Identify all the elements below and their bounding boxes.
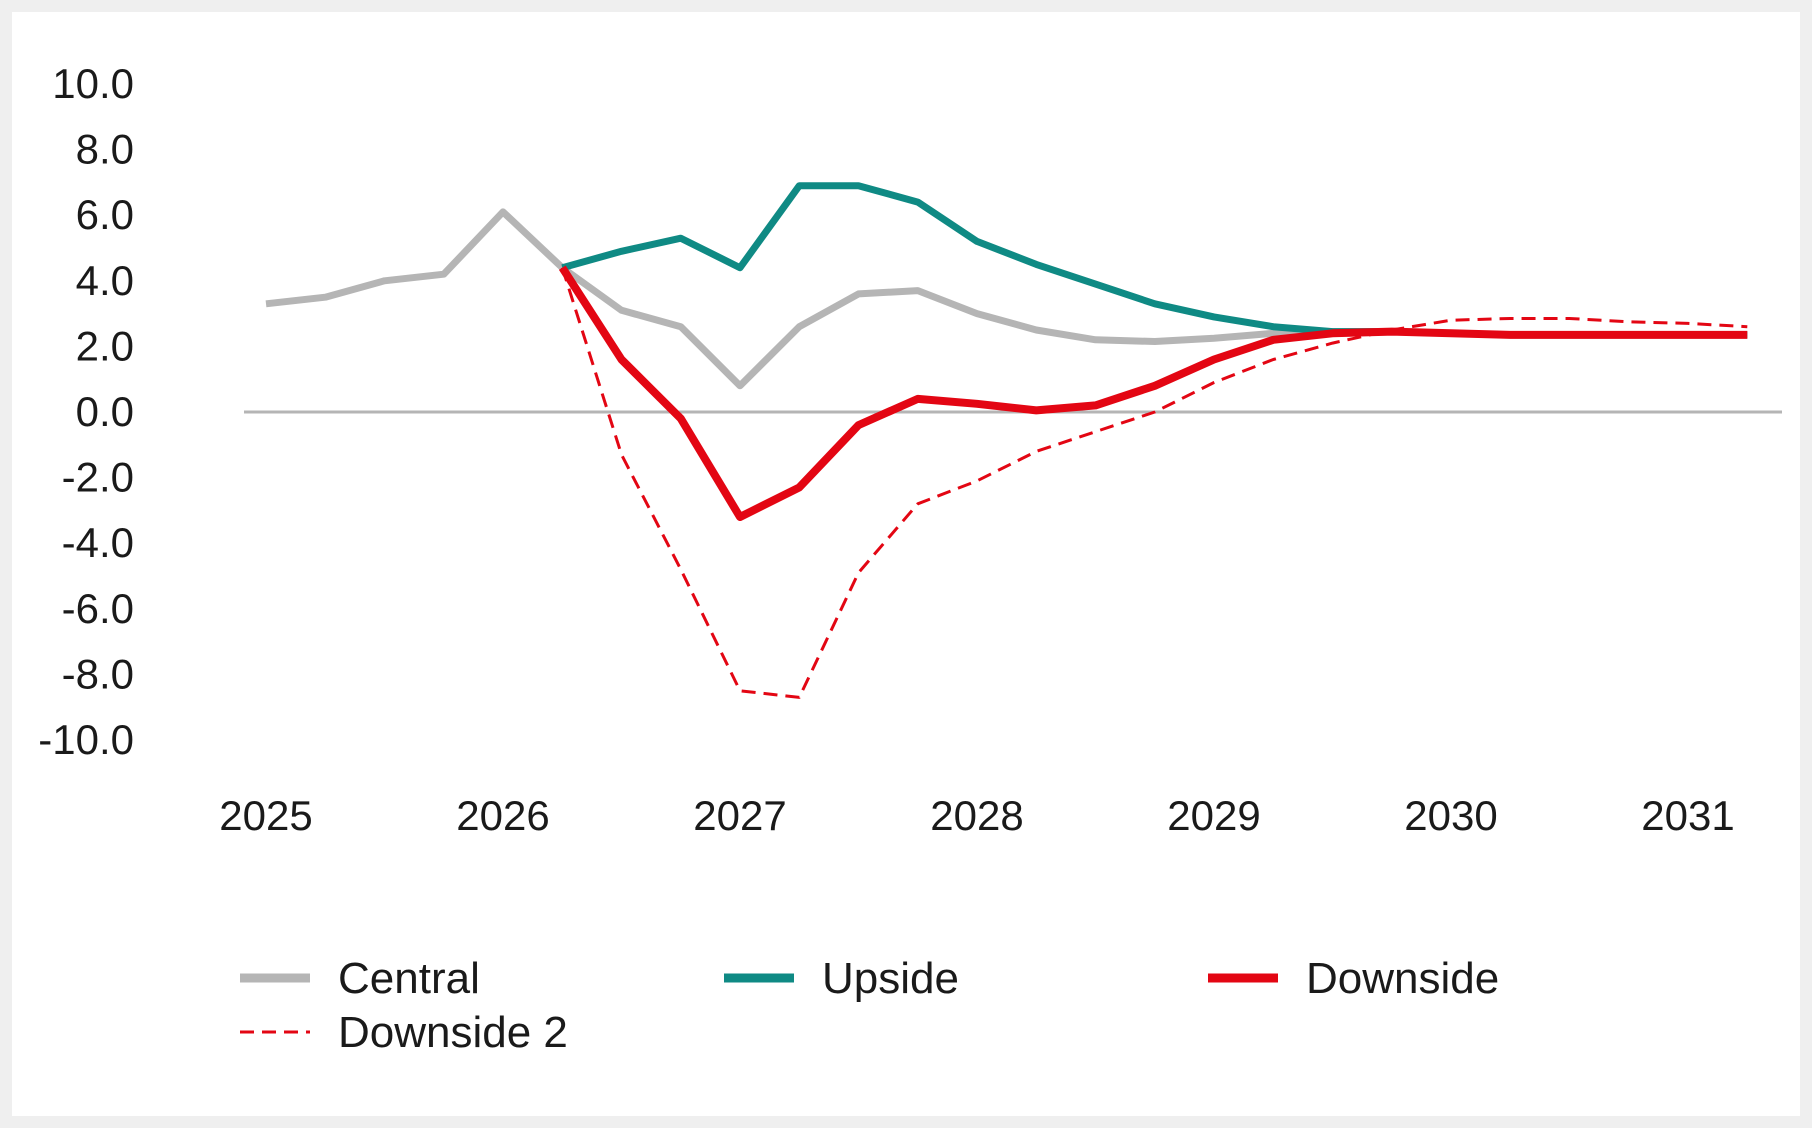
series-line-central <box>265 208 1748 390</box>
legend-label: Downside 2 <box>338 1008 568 1057</box>
x-tick-label: 2030 <box>1404 792 1497 839</box>
series-line-upside <box>561 182 1748 339</box>
x-tick-label: 2028 <box>930 792 1023 839</box>
series-line-downside <box>558 265 1748 521</box>
y-tick-label: -10.0 <box>38 716 134 763</box>
y-tick-label: 2.0 <box>76 322 134 369</box>
series-lines <box>265 182 1748 699</box>
y-tick-label: 4.0 <box>76 257 134 304</box>
y-tick-label: -2.0 <box>62 454 134 501</box>
line-chart: 10.0 8.0 6.0 4.0 2.0 0.0 -2.0 -4.0 -6.0 -8.0 -10.0… <box>38 60 1782 1057</box>
y-tick-label: -8.0 <box>62 650 134 697</box>
x-tick-label: 2029 <box>1167 792 1260 839</box>
legend-label: Central <box>338 954 480 1003</box>
y-tick-label: 0.0 <box>76 388 134 435</box>
chart-frame: 10.0 8.0 6.0 4.0 2.0 0.0 -2.0 -4.0 -6.0 -8.0 -10.0… <box>12 12 1800 1116</box>
legend-label: Upside <box>822 954 959 1003</box>
y-tick-label: 8.0 <box>76 126 134 173</box>
y-tick-label: 10.0 <box>52 60 134 107</box>
x-tick-label: 2026 <box>456 792 549 839</box>
x-tick-label: 2025 <box>219 792 312 839</box>
series-line-downside-2 <box>560 267 1748 699</box>
y-tick-label: 6.0 <box>76 191 134 238</box>
y-tick-label: -4.0 <box>62 519 134 566</box>
y-tick-label: -6.0 <box>62 585 134 632</box>
y-axis-ticks: 10.0 8.0 6.0 4.0 2.0 0.0 -2.0 -4.0 -6.0 -8.0 -10.0 <box>38 60 134 763</box>
x-tick-label: 2031 <box>1641 792 1734 839</box>
x-axis-ticks: 2025 2026 2027 2028 2029 2030 2031 <box>219 792 1734 839</box>
legend-label: Downside <box>1306 954 1499 1003</box>
x-tick-label: 2027 <box>693 792 786 839</box>
legend: Central Upside Downside Downside 2 <box>240 954 1499 1057</box>
